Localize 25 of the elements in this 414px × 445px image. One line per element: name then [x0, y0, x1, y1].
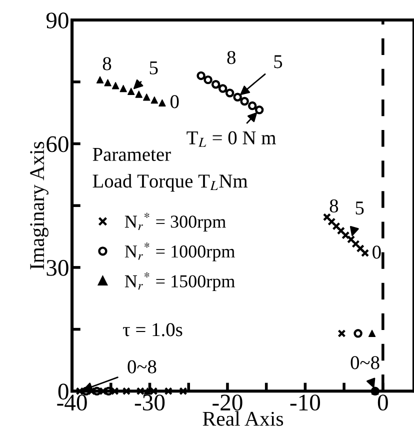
x-tick-label: -20 [212, 394, 242, 411]
annotation: 0~8 [128, 360, 156, 374]
annotation: Load Torque T$_{L}$Nm [92, 174, 248, 192]
annotation: Parameter [92, 148, 171, 161]
x-axis-title: Real Axis [202, 411, 284, 426]
legend-label: N$_{r}$$^{*}$ = 1500rpm [124, 272, 235, 292]
y-tick-label: 30 [46, 260, 68, 276]
legend-label: N$_{r}$$^{*}$ = 1000rpm [124, 242, 235, 262]
annotation: 8 [227, 50, 236, 64]
annotation: 0 [170, 95, 179, 108]
x-tick-label: -10 [290, 394, 320, 411]
annotation: 5 [150, 61, 158, 74]
y-tick-label: 90 [46, 12, 68, 28]
annotation: 5 [274, 55, 282, 68]
annotation: 0 [372, 246, 381, 259]
annotation: 8 [102, 57, 112, 70]
annotation: τ = 1.0s [122, 323, 182, 336]
annotation: 5 [356, 202, 364, 215]
x-tick-label: -30 [134, 394, 165, 411]
annotation: T$_{L}$ = 0 N m [186, 131, 276, 147]
annotation: 8 [330, 199, 338, 213]
x-tick-label: 0 [378, 394, 388, 411]
y-tick-label: 60 [46, 136, 68, 152]
annotation: 0~8 [350, 356, 380, 370]
legend-label: N$_{r}$$^{*}$ = 300rpm [124, 212, 226, 232]
